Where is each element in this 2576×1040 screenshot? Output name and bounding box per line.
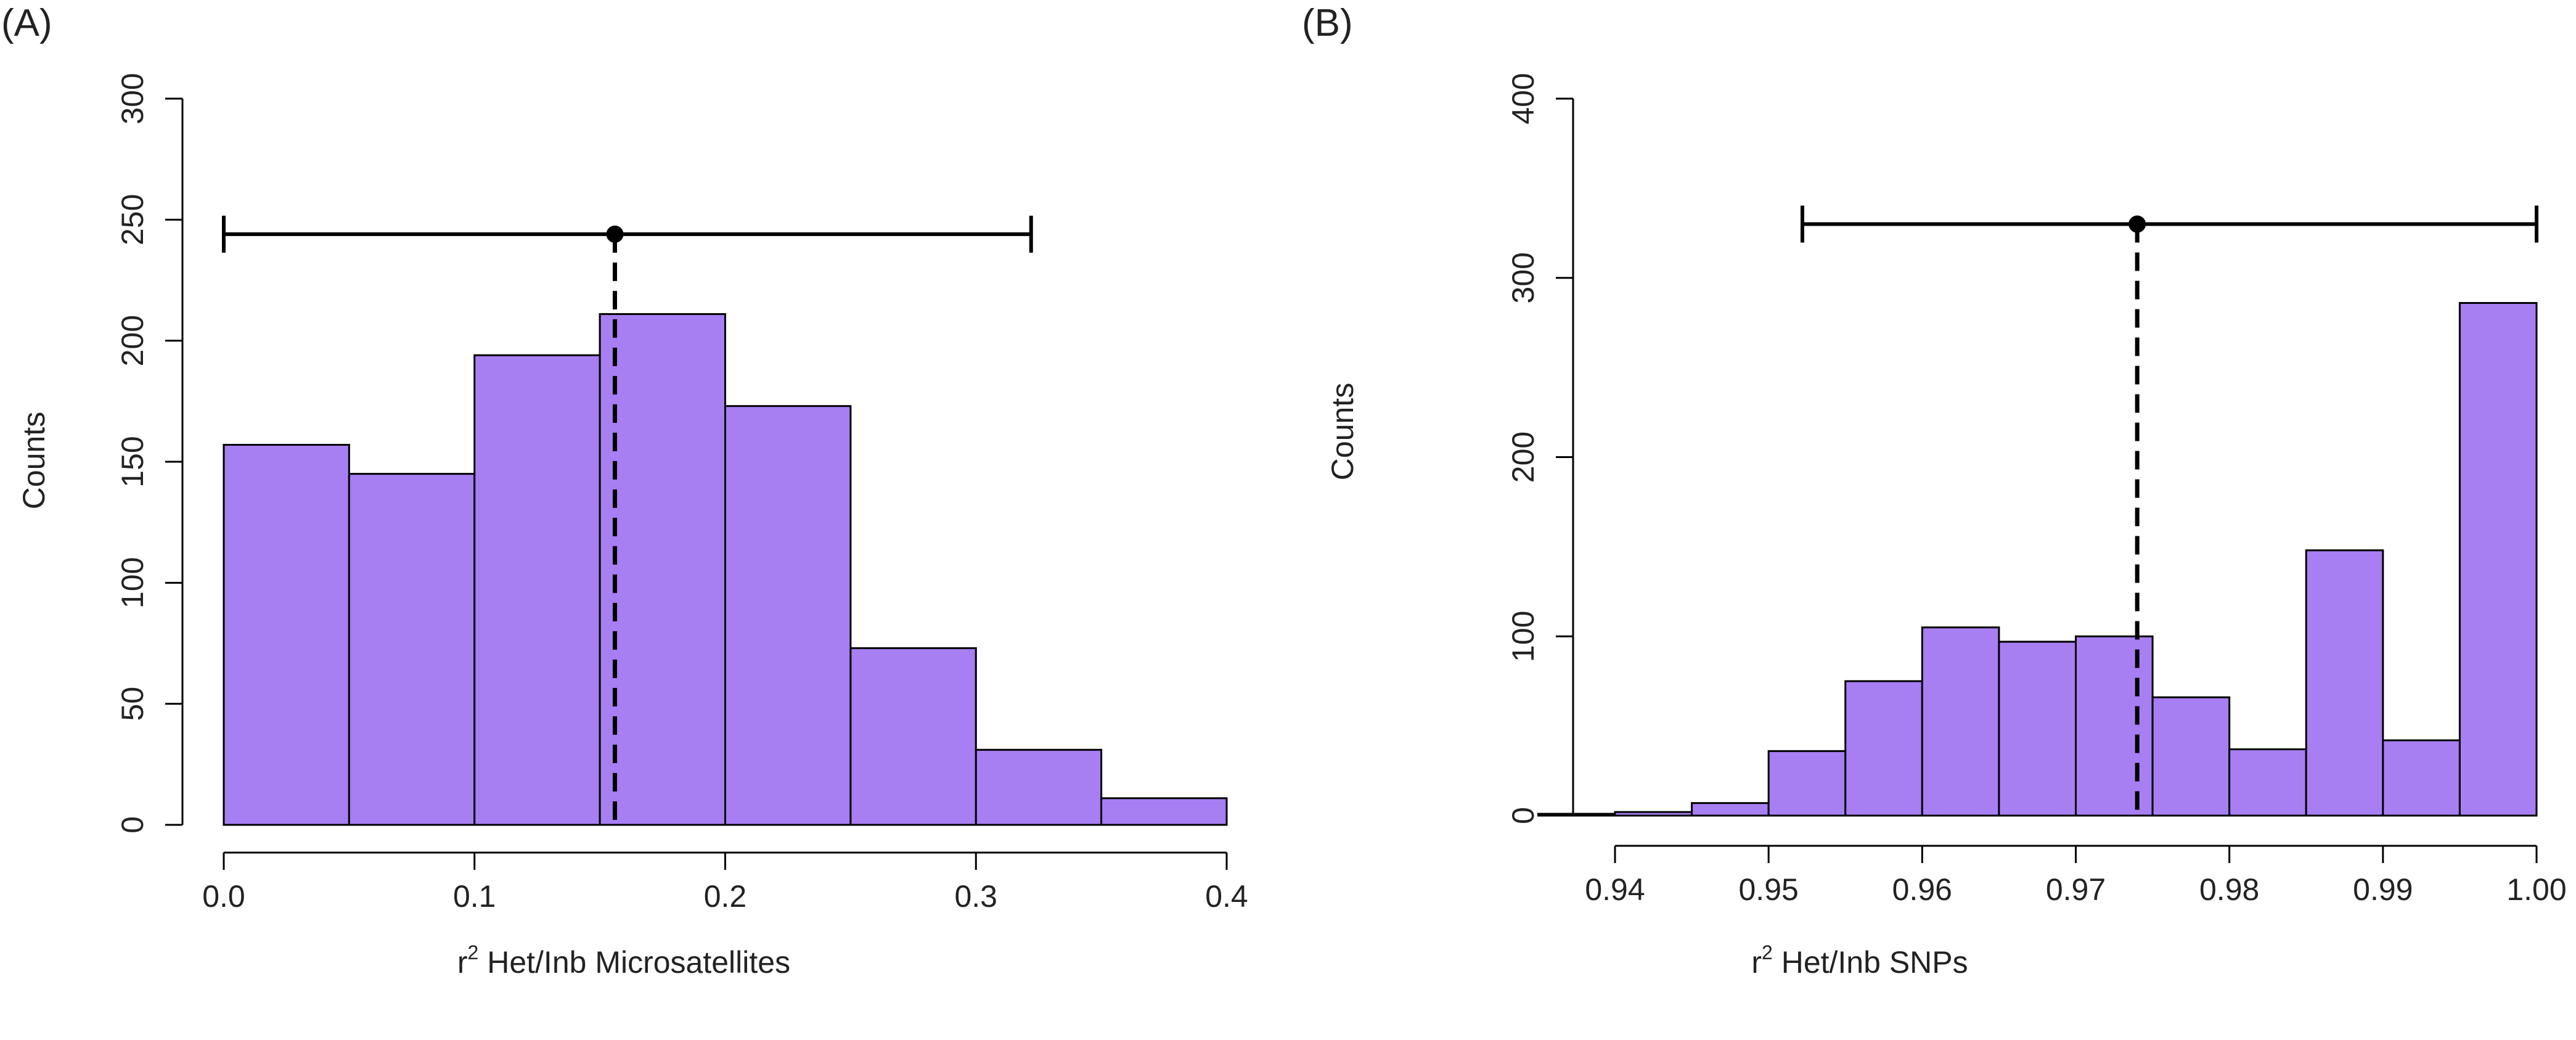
panel-label-b: (B): [1302, 2, 1353, 44]
x-tick-label-a: 0.2: [704, 879, 747, 914]
y-tick-label-a: 150: [115, 436, 150, 487]
reference-marks-a: [222, 215, 1033, 825]
y-tick-label-a: 200: [115, 315, 150, 366]
x-axis-a: 0.0 0.1 0.2 0.3 0.4: [202, 851, 1248, 914]
y-tick-label-b: 400: [1506, 73, 1540, 124]
panel-a: (A) Counts r2 Het/Inb Microsatellites 0.…: [1, 2, 1248, 980]
histogram-bar-b: [1767, 750, 1847, 817]
x-tick-label-b: 0.94: [1585, 872, 1645, 907]
y-tick-label-b: 300: [1506, 252, 1540, 303]
reference-marks-b: [1800, 205, 2538, 816]
histogram-bar-b: [2151, 696, 2231, 817]
interval-point-b: [2128, 215, 2146, 233]
x-axis-title-a-sup: 2: [468, 941, 479, 964]
x-axis-title-b-rest: Het/Inb SNPs: [1773, 945, 1968, 980]
x-tick-label-b: 0.97: [2046, 872, 2106, 907]
x-tick-label-a: 0.0: [202, 879, 245, 914]
x-tick-label-a: 0.4: [1205, 879, 1248, 914]
histogram-bar-a: [724, 405, 852, 826]
y-tick-label-a: 250: [115, 194, 150, 245]
x-axis-b: 0.94 0.95 0.96 0.97 0.98 0.99 1.00: [1585, 845, 2567, 907]
x-tick-label-b: 0.98: [2199, 872, 2259, 907]
x-axis-title-a-rest: Het/Inb Microsatellites: [478, 945, 790, 980]
y-tick-label-a: 100: [115, 557, 150, 608]
histogram-bar-a: [1100, 797, 1228, 826]
histogram-bar-b: [1844, 680, 1923, 817]
y-tick-label-a: 0: [115, 816, 150, 833]
y-tick-label-b: 100: [1506, 611, 1540, 662]
y-axis-b: 0 100 200 300 400: [1506, 73, 1574, 824]
panel-b: (B) Counts r2 Het/Inb SNPs 0.94 0.95 0.96 0…: [1302, 2, 2567, 980]
histogram-bar-a: [599, 313, 726, 826]
x-axis-title-b-r: r: [1751, 945, 1762, 980]
x-tick-label-b: 0.95: [1739, 872, 1799, 907]
y-tick-label-a: 300: [115, 73, 150, 124]
histogram-bars-a: [223, 313, 1228, 826]
histogram-bar-b: [2228, 748, 2307, 817]
y-axis-title-b: Counts: [1325, 383, 1360, 480]
interval-point-a: [606, 225, 624, 243]
x-tick-label-b: 0.99: [2353, 872, 2413, 907]
y-tick-label-b: 0: [1506, 807, 1540, 824]
histogram-bar-b: [1614, 811, 1693, 817]
x-axis-title-b-sup: 2: [1762, 941, 1773, 964]
y-tick-label-a: 50: [115, 687, 150, 721]
y-axis-title-a: Counts: [17, 412, 51, 509]
histogram-bar-b: [2075, 635, 2154, 817]
panel-label-a: (A): [1, 2, 52, 44]
histogram-bar-b: [1998, 641, 2077, 817]
histogram-bar-a: [975, 748, 1103, 826]
histogram-bar-a: [849, 647, 977, 826]
x-tick-label-a: 0.3: [954, 879, 997, 914]
histogram-bar-a: [473, 354, 601, 826]
histogram-bar-b: [1691, 802, 1770, 817]
histogram-bar-b: [1537, 813, 1616, 817]
histogram-bar-b: [1921, 626, 2000, 817]
x-tick-label-a: 0.1: [453, 879, 496, 914]
x-axis-title-b: r2 Het/Inb SNPs: [1751, 941, 1968, 980]
x-tick-label-b: 0.96: [1892, 872, 1952, 907]
x-tick-label-b: 1.00: [2506, 872, 2566, 907]
histogram-bar-b: [2305, 549, 2384, 817]
histogram-bar-b: [2458, 301, 2538, 817]
histogram-bar-a: [348, 473, 476, 826]
x-axis-title-a: r2 Het/Inb Microsatellites: [457, 941, 790, 980]
histogram-bar-b: [2382, 739, 2461, 817]
y-axis-a: 0 50 100 150 200 250 300: [115, 73, 184, 833]
histogram-bar-a: [223, 444, 350, 826]
y-tick-label-b: 200: [1506, 432, 1540, 483]
x-axis-title-a-r: r: [457, 945, 468, 980]
histogram-bars-b: [1537, 301, 2538, 817]
